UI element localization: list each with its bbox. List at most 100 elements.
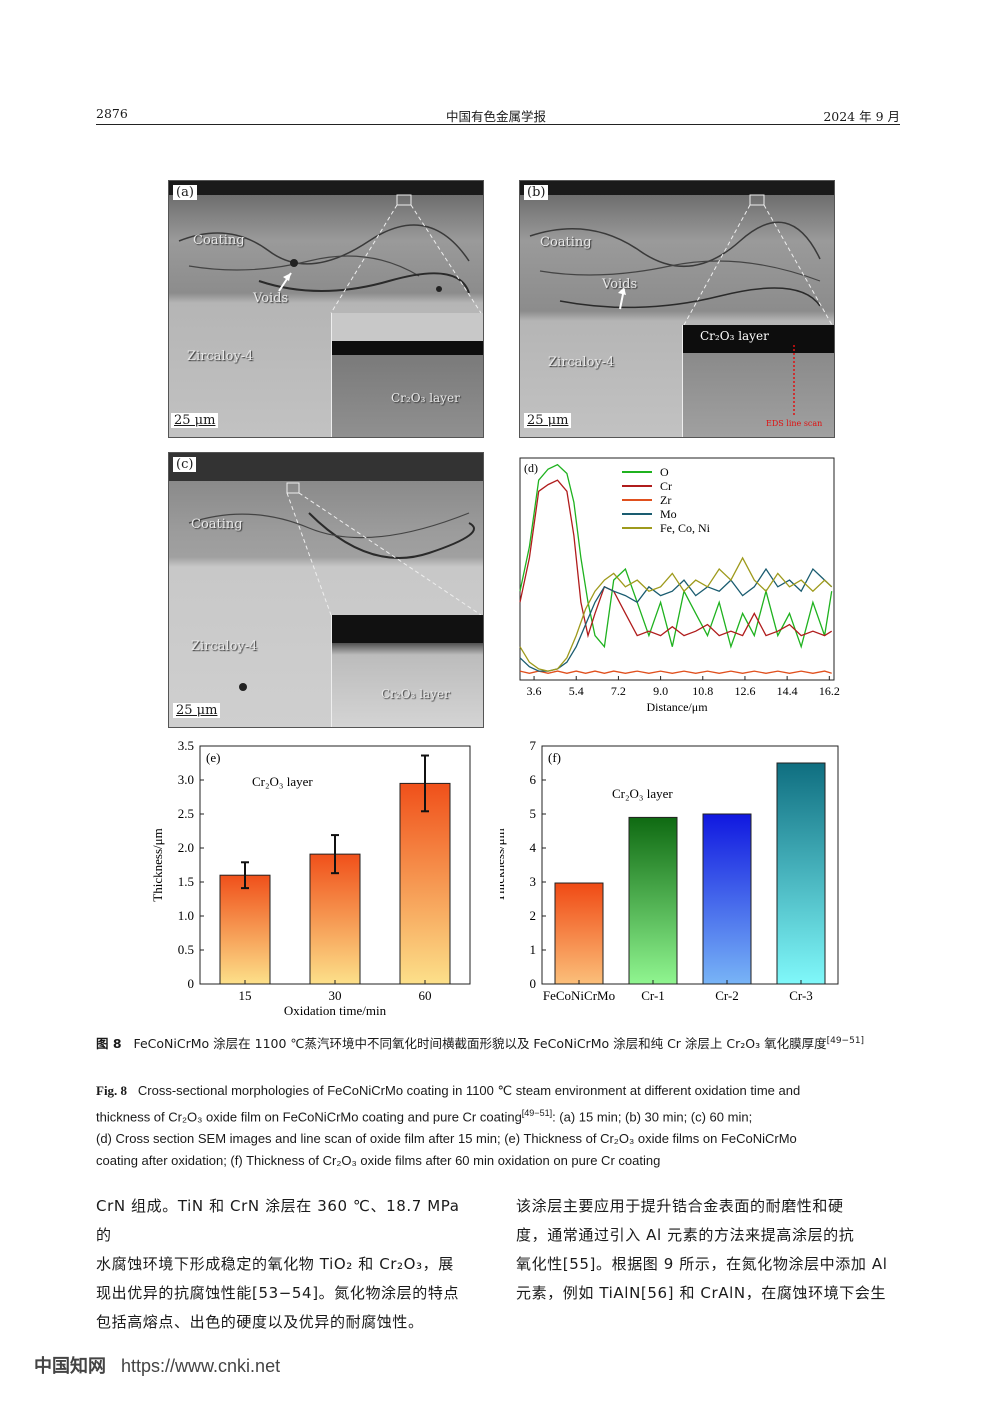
caption-en-ref: [49−51] bbox=[521, 1108, 553, 1118]
x-tick-label: 7.2 bbox=[611, 684, 626, 698]
series-line-feconi bbox=[519, 556, 833, 672]
panel-d-label: (d) bbox=[524, 461, 538, 475]
y-tick-label: 0 bbox=[188, 976, 195, 991]
inset-oxide-label: Cr₂O₃ layer bbox=[381, 687, 450, 701]
coating-label: Coating bbox=[193, 233, 245, 248]
body-right-column: 该涂层主要应用于提升锆合金表面的耐磨性和硬 度，通常通过引入 Al 元素的方法来… bbox=[516, 1192, 898, 1308]
caption-cn: 图 8 FeCoNiCrMo 涂层在 1100 ℃蒸汽环境中不同氧化时间横截面形… bbox=[96, 1030, 902, 1055]
thickness-chart-coating: 0 1 2 3 4 5 6 7 FeCoNiCrMo Cr-1 Cr-2 Cr-3 Thickness/… bbox=[500, 738, 839, 1003]
issue-date: 2024 年 9 月 bbox=[823, 109, 900, 124]
voids-label: Voids bbox=[253, 291, 289, 306]
y-tick-label: 3.5 bbox=[178, 738, 194, 753]
caption-en: Fig. 8 Cross-sectional morphologies of F… bbox=[96, 1080, 902, 1172]
thickness-chart-time: 0 0.5 1.0 1.5 2.0 2.5 3.0 3.5 15 30 60 Oxidation ti… bbox=[150, 738, 471, 1018]
x-tick-label: FeCoNiCrMo bbox=[543, 988, 615, 1003]
coating-label: Coating bbox=[191, 517, 243, 532]
body-line: CrN 组成。TiN 和 CrN 涂层在 360 ℃、18.7 MPa 的 bbox=[96, 1197, 460, 1244]
cnki-watermark[interactable]: 中国知网 https://www.cnki.net bbox=[34, 1352, 280, 1378]
inset-a bbox=[331, 313, 483, 437]
panel-label: (f) bbox=[548, 750, 561, 765]
eds-scan-line bbox=[793, 345, 795, 417]
caption-en-fig: Fig. 8 bbox=[96, 1083, 128, 1098]
caption-en-line2b: : (a) 15 min; (b) 30 min; (c) 60 min; bbox=[552, 1109, 753, 1125]
body-line: 氧化性[55]。根据图 9 所示，在氮化物涂层中添加 Al bbox=[516, 1255, 888, 1273]
caption-en-line4: coating after oxidation; (f) Thickness o… bbox=[96, 1153, 661, 1169]
panel-a-label: (a) bbox=[173, 185, 197, 200]
y-tick-label: 3 bbox=[530, 874, 537, 889]
legend-label: Zr bbox=[660, 493, 671, 507]
x-tick-label: Cr-2 bbox=[715, 988, 739, 1003]
page-number: 2876 bbox=[96, 106, 128, 121]
x-tick-label: 10.8 bbox=[692, 684, 713, 698]
panel-b-label: (b) bbox=[524, 185, 549, 200]
substrate-label: Zircaloy-4 bbox=[548, 355, 615, 370]
y-tick-label: 0.5 bbox=[178, 942, 194, 957]
legend-label: O bbox=[660, 465, 669, 479]
x-tick-label: 30 bbox=[329, 988, 342, 1003]
y-tick-label: 7 bbox=[530, 738, 537, 753]
x-tick-label: Cr-1 bbox=[641, 988, 665, 1003]
coating-label: Coating bbox=[540, 235, 592, 250]
bar-15 bbox=[219, 874, 271, 985]
inset-c bbox=[331, 615, 483, 727]
panel-label: (e) bbox=[206, 750, 220, 765]
x-tick-label: 12.6 bbox=[734, 684, 755, 698]
header-rule bbox=[96, 124, 900, 125]
sem-texture-b bbox=[529, 194, 833, 326]
caption-en-line1: Cross-sectional morphologies of FeCoNiCr… bbox=[137, 1083, 801, 1098]
y-tick-label: 0 bbox=[530, 976, 537, 991]
y-tick-label: 1.5 bbox=[178, 874, 194, 889]
x-axis-label: Oxidation time/min bbox=[284, 1003, 387, 1018]
sem-texture-a bbox=[178, 194, 482, 314]
x-tick-label: 5.4 bbox=[569, 684, 584, 698]
y-tick-label: 2.5 bbox=[178, 806, 194, 821]
x-tick-label: Cr-3 bbox=[789, 988, 813, 1003]
cnki-brand: 中国知网 bbox=[34, 1356, 106, 1376]
body-left-column: CrN 组成。TiN 和 CrN 涂层在 360 ℃、18.7 MPa 的 水腐… bbox=[96, 1192, 478, 1337]
body-line: 现出优异的抗腐蚀性能[53−54]。氮化物涂层的特点 bbox=[96, 1284, 460, 1302]
bar-Cr-2 bbox=[702, 813, 752, 985]
bar-Cr-3 bbox=[776, 762, 826, 985]
series-line-mo bbox=[519, 567, 833, 672]
scale-bar: 25 μm bbox=[173, 703, 221, 718]
bar-FeCoNiCrMo bbox=[554, 882, 604, 985]
y-tick-label: 5 bbox=[530, 806, 537, 821]
scale-bar: 25 μm bbox=[171, 413, 219, 428]
substrate-label: Zircaloy-4 bbox=[187, 349, 254, 364]
sem-texture-c bbox=[188, 482, 482, 691]
y-tick-label: 3.0 bbox=[178, 772, 194, 787]
caption-cn-text: FeCoNiCrMo 涂层在 1100 ℃蒸汽环境中不同氧化时间横截面形貌以及 … bbox=[133, 1036, 827, 1052]
series-line-cr bbox=[519, 479, 833, 639]
inset-b bbox=[682, 325, 834, 437]
y-axis-label: Thickness/μm bbox=[500, 828, 507, 901]
journal-title: 中国有色金属学报 bbox=[445, 109, 546, 124]
legend-label: Fe, Co, Ni bbox=[660, 521, 711, 535]
sem-panel-a: (a) Coating Voids Zircaloy-4 Cr₂O₃ layer… bbox=[168, 180, 484, 438]
body-line: 元素，例如 TiAlN[56] 和 CrAlN，在腐蚀环境下会生 bbox=[516, 1284, 887, 1302]
caption-en-line2a: thickness of Cr₂O₃ oxide film on FeCoNiC… bbox=[96, 1109, 522, 1125]
body-line: 该涂层主要应用于提升锆合金表面的耐磨性和硬 bbox=[516, 1197, 844, 1215]
y-tick-label: 6 bbox=[530, 772, 537, 787]
inset-oxide-label: Cr₂O₃ layer bbox=[700, 329, 769, 343]
x-tick-label: 60 bbox=[419, 988, 432, 1003]
y-axis-label: Thickness/μm bbox=[150, 828, 165, 901]
y-tick-label: 2.0 bbox=[178, 840, 194, 855]
x-tick-label: 16.2 bbox=[819, 684, 840, 698]
x-tick-label: 14.4 bbox=[777, 684, 798, 698]
cnki-url[interactable]: https://www.cnki.net bbox=[121, 1356, 281, 1376]
body-line: 水腐蚀环境下形成稳定的氧化物 TiO₂ 和 Cr₂O₃，展 bbox=[96, 1255, 454, 1273]
scale-bar: 25 μm bbox=[524, 413, 572, 428]
plot-frame bbox=[519, 457, 835, 681]
bar-Cr-1 bbox=[628, 816, 678, 985]
sem-panel-c: (c) Coating Zircaloy-4 Cr₂O₃ layer 25 μm bbox=[168, 452, 484, 728]
voids-label: Voids bbox=[602, 277, 638, 292]
eds-scan-label: EDS line scan bbox=[766, 419, 823, 428]
body-line: 度，通常通过引入 Al 元素的方法来提高涂层的抗 bbox=[516, 1226, 855, 1244]
sem-panel-b: (b) Coating Voids Zircaloy-4 Cr₂O₃ layer… bbox=[519, 180, 835, 438]
caption-cn-fig: 图 8 bbox=[96, 1036, 122, 1052]
legend-label: Mo bbox=[660, 507, 677, 521]
y-tick-label: 4 bbox=[530, 840, 537, 855]
annotation-label: Cr₂O₃ layer bbox=[612, 786, 673, 801]
x-axis-label: Distance/μm bbox=[646, 700, 708, 714]
